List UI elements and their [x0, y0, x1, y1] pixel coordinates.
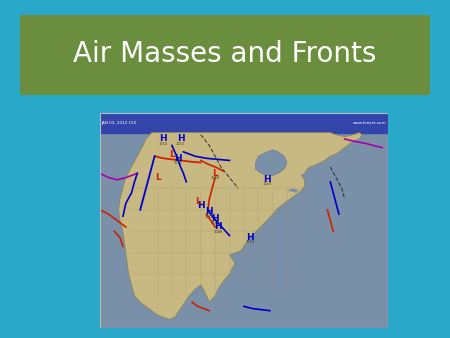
Text: Air Masses and Fronts: Air Masses and Fronts [73, 40, 377, 68]
Text: H: H [197, 201, 204, 210]
Text: www.lenset.com: www.lenset.com [353, 121, 387, 125]
Polygon shape [304, 188, 313, 193]
Text: H: H [214, 222, 222, 232]
Text: 1032: 1032 [211, 221, 220, 225]
Polygon shape [299, 191, 307, 197]
Polygon shape [119, 132, 362, 319]
Text: H: H [177, 135, 184, 144]
Text: 1014: 1014 [159, 142, 168, 146]
Bar [100, 113, 388, 132]
Text: L: L [195, 197, 201, 206]
Text: H: H [159, 135, 167, 144]
Text: H: H [263, 175, 271, 184]
Text: L: L [169, 149, 175, 159]
Text: 1023: 1023 [262, 183, 271, 187]
Text: JAN 03, 2012 15Z: JAN 03, 2012 15Z [101, 121, 137, 125]
Text: L: L [212, 169, 218, 178]
Text: L: L [155, 173, 160, 182]
Text: H: H [174, 154, 181, 163]
Text: H: H [246, 233, 253, 242]
Text: 1027: 1027 [205, 215, 214, 219]
Polygon shape [256, 150, 287, 175]
Text: 1009: 1009 [211, 176, 220, 180]
Polygon shape [287, 188, 299, 193]
Text: 1019: 1019 [245, 240, 254, 244]
Text: 1048: 1048 [213, 230, 222, 234]
FancyBboxPatch shape [20, 15, 430, 95]
Text: 1013: 1013 [176, 142, 185, 146]
Text: 1011: 1011 [173, 161, 182, 165]
Text: H: H [206, 208, 213, 216]
Text: H: H [212, 214, 219, 223]
